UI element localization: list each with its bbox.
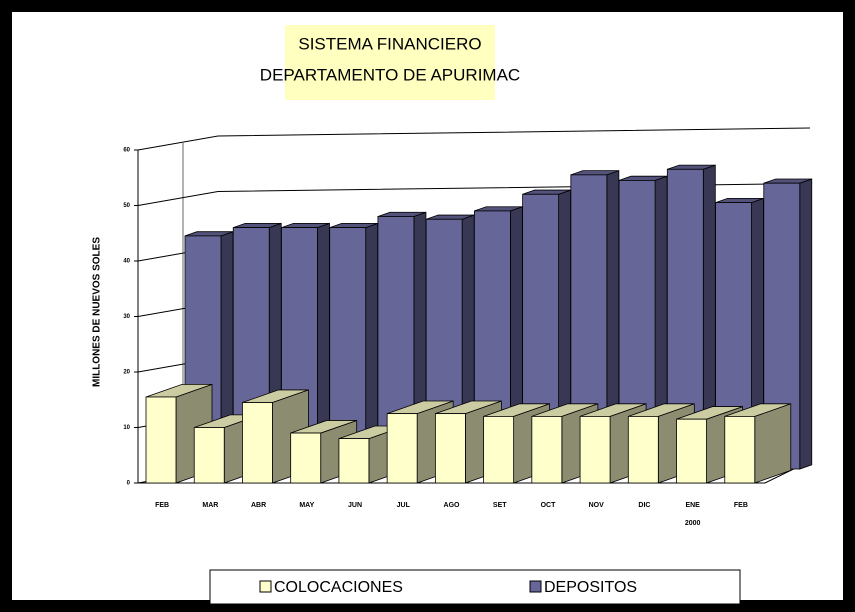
bar-face bbox=[145, 396, 177, 484]
bar-face bbox=[754, 403, 792, 484]
x-tick-label: ENE 2000 bbox=[685, 502, 701, 527]
y-tick-label: 10 bbox=[123, 425, 130, 431]
bar-face bbox=[434, 413, 466, 484]
y-tick-label: 40 bbox=[123, 259, 130, 265]
bar-face bbox=[290, 432, 322, 484]
bar-face bbox=[242, 402, 273, 484]
bar-face bbox=[531, 415, 563, 484]
x-tick-label: SET bbox=[493, 502, 507, 509]
x-tick-label: FEB bbox=[734, 502, 748, 509]
bar-face bbox=[579, 415, 611, 484]
y-tick-label: 60 bbox=[123, 148, 130, 154]
chart-title: SISTEMA FINANCIERO bbox=[298, 34, 481, 53]
bar-face bbox=[483, 415, 515, 484]
bar-face bbox=[799, 178, 813, 470]
x-tick-label: AGO bbox=[444, 502, 461, 509]
chart-title: DEPARTAMENTO DE APURIMAC bbox=[260, 65, 520, 84]
bar-face bbox=[386, 413, 418, 484]
x-tick-label: OCT bbox=[541, 502, 557, 509]
x-tick-label: JUN bbox=[348, 502, 362, 509]
x-tick-label: FEB bbox=[155, 502, 169, 509]
bar-face bbox=[627, 415, 659, 484]
bar-face bbox=[338, 438, 370, 484]
legend-label: COLOCACIONES bbox=[274, 579, 403, 596]
y-tick-label: 0 bbox=[127, 481, 131, 487]
x-tick-label: MAR bbox=[202, 502, 218, 509]
y-tick-label: 20 bbox=[123, 370, 130, 376]
legend-swatch bbox=[259, 580, 272, 593]
legend-swatch bbox=[529, 580, 542, 593]
grid-line bbox=[137, 127, 811, 151]
y-tick-label: 30 bbox=[123, 314, 130, 320]
bar bbox=[724, 403, 792, 484]
y-axis-label: MILLONES DE NUEVOS SOLES bbox=[92, 237, 103, 387]
x-tick-label: ABR bbox=[251, 502, 266, 509]
x-tick-label: DIC bbox=[638, 502, 650, 509]
x-tick-label: MAY bbox=[299, 502, 314, 509]
legend-label: DEPOSITOS bbox=[544, 579, 637, 596]
bar-face bbox=[724, 415, 756, 484]
bar-face bbox=[676, 418, 707, 484]
y-tick-label: 50 bbox=[123, 203, 130, 209]
x-tick-label: NOV bbox=[589, 502, 605, 509]
legend-box bbox=[209, 569, 741, 605]
bar-face bbox=[193, 427, 225, 484]
title-box bbox=[285, 25, 495, 100]
x-tick-label: JUL bbox=[397, 502, 411, 509]
